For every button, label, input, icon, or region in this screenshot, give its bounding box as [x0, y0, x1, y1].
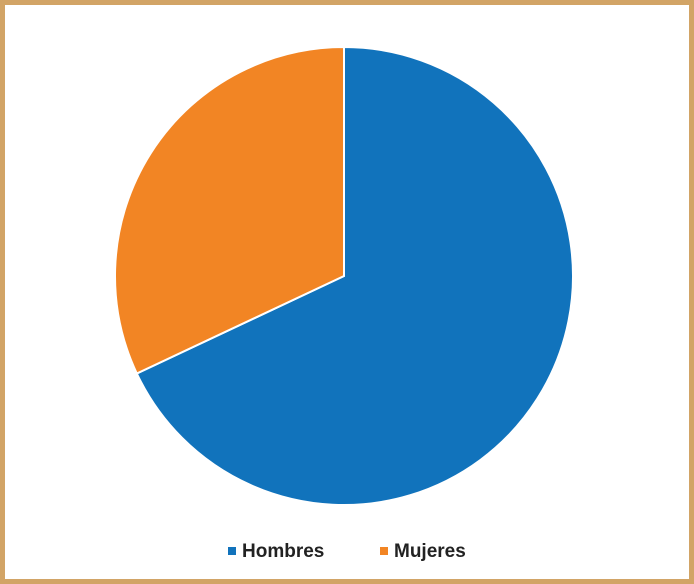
pie-slice [114, 45, 345, 375]
legend-label: Mujeres [394, 541, 466, 562]
legend-swatch [380, 547, 388, 555]
legend-label: Hombres [242, 541, 324, 562]
pie [114, 45, 574, 506]
legend-swatch [228, 547, 236, 555]
pie-slice [135, 45, 574, 506]
legend: Hombres Mujeres [228, 541, 466, 562]
